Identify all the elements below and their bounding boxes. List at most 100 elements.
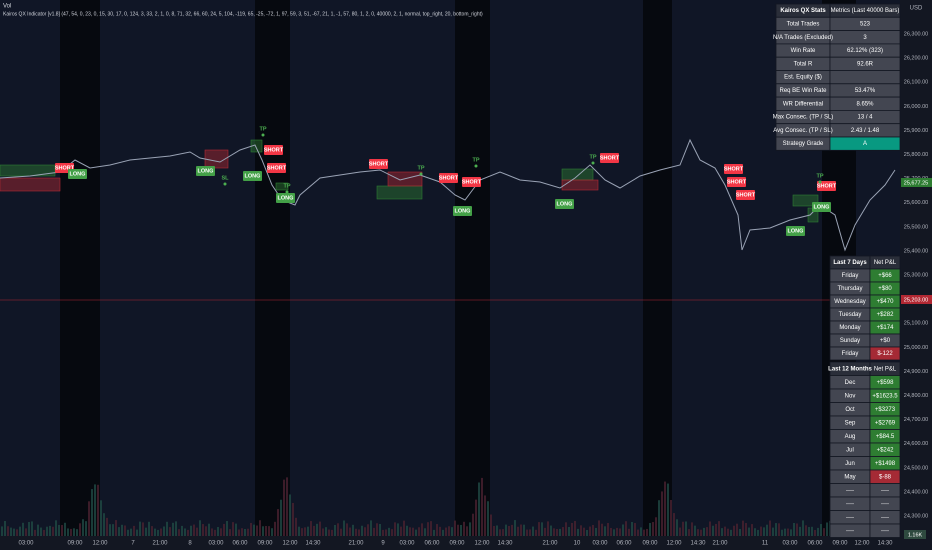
volume-bar [535, 529, 537, 536]
marker-label: SHORT [817, 183, 837, 189]
volume-bar [4, 520, 6, 536]
volume-bar [676, 519, 678, 536]
volume-bar [427, 522, 429, 536]
volume-bar [286, 477, 288, 536]
volume-bar [592, 524, 594, 536]
volume-bar [166, 521, 168, 536]
volume-bar [376, 523, 378, 536]
time-label: 12:00 [854, 541, 870, 547]
volume-bar [136, 529, 138, 536]
price-label: 24,700.00 [904, 417, 928, 423]
volume-bar [178, 529, 180, 536]
time-label: 14:30 [877, 541, 893, 547]
volume-bar [253, 524, 255, 536]
volume-bar [247, 528, 249, 536]
row-label: Oct [845, 407, 855, 413]
volume-bar [685, 521, 687, 536]
tp-marker: TP [259, 126, 266, 132]
time-label: 10 [574, 541, 581, 547]
row-label: Tuesday [839, 312, 862, 318]
row-label: Est. Equity ($) [784, 75, 822, 81]
volume-bar [232, 522, 234, 536]
row-label: Total R [794, 61, 813, 67]
volume-bar [547, 521, 549, 536]
volume-bar [682, 521, 684, 536]
time-label: 12:00 [92, 541, 108, 547]
volume-bar [289, 494, 291, 536]
tp-marker: TP [283, 183, 290, 189]
volume-bar [343, 520, 345, 536]
volume-bar [211, 528, 213, 536]
volume-bar [151, 526, 153, 536]
price-label: 25,400.00 [904, 248, 928, 254]
volume-bar [121, 524, 123, 536]
volume-bar [745, 523, 747, 536]
row-value: 8.65% [856, 101, 874, 107]
table-cell [869, 346, 901, 361]
volume-bar [403, 520, 405, 536]
row-value: +$84.5 [876, 434, 895, 440]
row-label: Friday [842, 273, 859, 279]
session-band [60, 0, 100, 536]
row-value: ---- [881, 501, 889, 507]
volume-bar [691, 522, 693, 536]
volume-bar [226, 521, 228, 536]
short-marker [267, 163, 286, 173]
volume-bar [499, 529, 501, 536]
volume-label: Vol [3, 4, 11, 10]
long-marker [243, 171, 262, 181]
table-cell [829, 70, 901, 85]
marker-label: LONG [788, 228, 804, 234]
time-label: 03:00 [399, 541, 415, 547]
volume-bar [391, 529, 393, 536]
volume-bar [601, 523, 603, 536]
volume-bar [418, 527, 420, 536]
volume-bar [679, 527, 681, 536]
volume-bar [631, 521, 633, 536]
volume-bar [742, 520, 744, 536]
volume-bar [712, 525, 714, 536]
volume-bar [205, 526, 207, 536]
volume-bar [550, 525, 552, 536]
time-label: 9 [381, 541, 385, 547]
long-marker [196, 166, 215, 176]
volume-bar [577, 528, 579, 536]
volume-bar [319, 521, 321, 536]
short-marker [727, 177, 746, 187]
table-cell [829, 136, 901, 151]
volume-bar [217, 527, 219, 536]
marker-label: LONG [814, 204, 830, 210]
volume-bar [559, 528, 561, 536]
volume-bar [805, 525, 807, 536]
volume-bar [694, 525, 696, 536]
volume-bar [43, 529, 45, 536]
price-label: 24,500.00 [904, 465, 928, 471]
volume-bar [826, 522, 828, 536]
row-label: Friday [842, 351, 859, 357]
volume-bar [640, 527, 642, 536]
marker-label: LONG [198, 168, 214, 174]
volume-bar [658, 500, 660, 536]
volume-bar [142, 522, 144, 536]
volume-bar [223, 523, 225, 536]
row-label: Jun [845, 461, 855, 467]
volume-bar [307, 526, 309, 536]
row-value: 53.47% [855, 88, 876, 94]
volume-bar [352, 524, 354, 536]
volume-bar [808, 527, 810, 536]
price-label: 25,500.00 [904, 224, 928, 230]
volume-bar [10, 527, 12, 536]
volume-bar [637, 529, 639, 536]
volume-bar [727, 528, 729, 536]
volume-bar [607, 523, 609, 536]
volume-bar [598, 520, 600, 536]
row-label: ---- [846, 528, 854, 534]
row-label: Thursday [837, 286, 862, 292]
volume-bar [310, 521, 312, 536]
volume-bar [487, 501, 489, 536]
long-marker [68, 169, 87, 179]
row-label: Win Rate [791, 48, 816, 54]
marker-label: SHORT [724, 166, 744, 172]
volume-bar [40, 527, 42, 536]
volume-bar [565, 522, 567, 536]
